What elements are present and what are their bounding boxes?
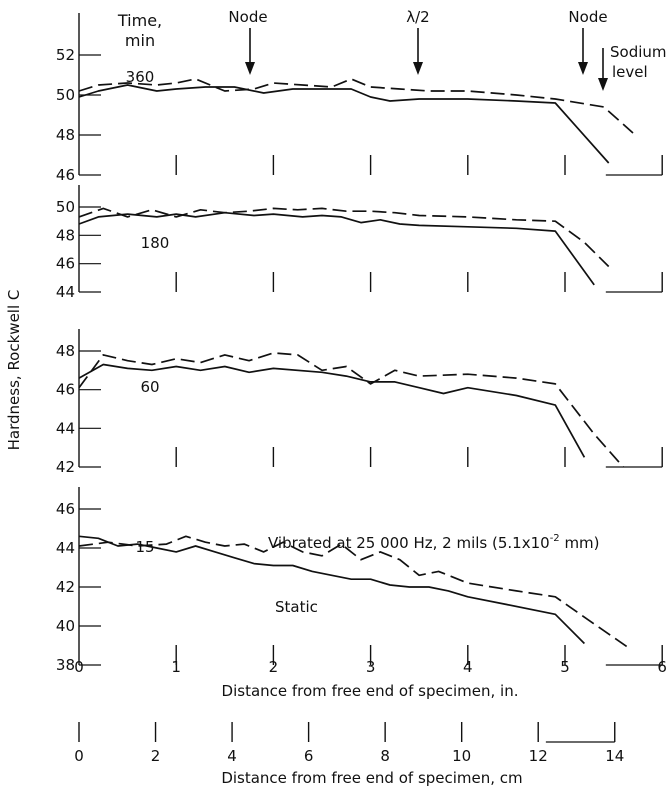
y-tick-label: 44 (56, 419, 75, 437)
x-tick-label-in: 0 (74, 658, 84, 676)
inch-axis: 0 1 2 3 4 5 6 (74, 658, 667, 676)
x-tick-label-cm: 10 (452, 747, 471, 765)
x-tick-label-cm: 6 (304, 747, 314, 765)
header-annotations: Time, min Node λ/2 Node Sodium level (117, 8, 667, 91)
time-label: 60 (140, 378, 159, 396)
sodium-level-arrow (598, 48, 608, 91)
y-tick-label: 50 (56, 86, 75, 104)
y-tick-label: 40 (56, 617, 75, 635)
node-left-arrow (245, 28, 255, 75)
y-tick-label: 46 (56, 381, 75, 399)
x-tick-label-cm: 14 (605, 747, 624, 765)
x-tick-label-cm: 12 (529, 747, 548, 765)
time-label: 360 (126, 68, 155, 86)
y-tick-label: 48 (56, 342, 75, 360)
time-label-line2: min (125, 31, 155, 50)
x-tick-label-cm: 2 (151, 747, 161, 765)
y-tick-label: 46 (56, 255, 75, 273)
node-right-label: Node (568, 8, 607, 26)
x-tick-label-in: 3 (366, 658, 376, 676)
y-tick-label: 46 (56, 166, 75, 184)
static-series-line (78, 535, 586, 645)
y-axis-title: Hardness, Rockwell C (5, 290, 23, 451)
half-wavelength-arrow (413, 28, 423, 75)
node-left-label: Node (228, 8, 267, 26)
panel-60-min: 42 44 46 48 60 (56, 329, 663, 476)
y-tick-label: 50 (56, 198, 75, 216)
half-wavelength-label: λ/2 (406, 8, 429, 26)
x-tick-label-cm: 0 (74, 747, 84, 765)
x-tick-label-in: 6 (657, 658, 667, 676)
x-tick-label-in: 4 (463, 658, 473, 676)
time-label-line1: Time, (117, 11, 162, 30)
y-tick-label: 42 (56, 578, 75, 596)
static-series-line (78, 211, 595, 286)
y-tick-label: 42 (56, 458, 75, 476)
panel-180-min: 44 46 48 50 180 (56, 185, 663, 301)
static-series-line (78, 363, 586, 458)
y-tick-label: 48 (56, 226, 75, 244)
x-tick-label-in: 5 (560, 658, 570, 676)
y-tick-label: 52 (56, 46, 75, 64)
x-tick-label-in: 1 (171, 658, 181, 676)
x-tick-label-in: 2 (269, 658, 279, 676)
time-label: 180 (141, 234, 170, 252)
x-axis-title-cm: Distance from free end of specimen, cm (221, 769, 522, 787)
y-tick-label: 44 (56, 539, 75, 557)
x-axis-title-inches: Distance from free end of specimen, in. (222, 682, 519, 700)
vibrated-series-line (78, 78, 634, 134)
node-right-arrow (578, 28, 588, 75)
y-tick-label: 38 (56, 656, 75, 674)
vibrated-series-line (78, 535, 629, 649)
y-tick-label: 44 (56, 283, 75, 301)
static-series-line (78, 84, 610, 164)
vibrated-series-line (78, 207, 610, 268)
cm-axis: 0 2 4 6 8 10 12 14 (74, 722, 624, 765)
y-tick-label: 46 (56, 500, 75, 518)
x-tick-label-cm: 4 (227, 747, 237, 765)
sodium-label-line2: level (612, 63, 648, 81)
sodium-label-line1: Sodium (610, 43, 667, 61)
vibrated-series-line (78, 352, 624, 468)
chart-panels: 4648505236044464850180424446486038404244… (56, 13, 663, 674)
x-tick-label-cm: 8 (380, 747, 390, 765)
time-label: 15 (135, 538, 154, 556)
panel-360-min: 46 48 50 52 360 (56, 13, 663, 184)
vibrated-annotation: Vibrated at 25 000 Hz, 2 mils (5.1x10-2 … (268, 533, 600, 552)
static-annotation: Static (275, 598, 318, 616)
y-tick-label: 48 (56, 126, 75, 144)
